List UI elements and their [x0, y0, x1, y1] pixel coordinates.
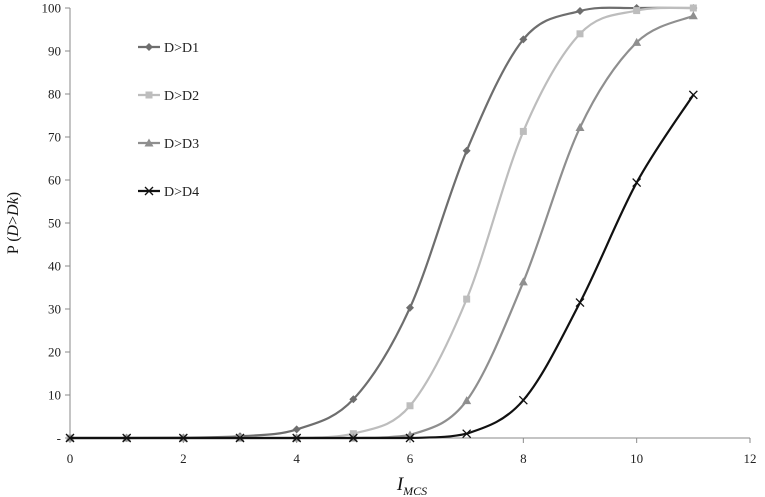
y-tick-label: 30 [48, 302, 61, 317]
x-marker-stroke [292, 433, 302, 443]
data-point [576, 30, 584, 38]
data-point [405, 433, 415, 443]
series-line [69, 14, 694, 440]
data-point [292, 425, 301, 434]
data-point [292, 433, 302, 443]
series-2 [66, 4, 697, 442]
legend-label: D>D1 [164, 41, 199, 56]
x-marker-stroke [235, 433, 245, 443]
axes: - 10 20 30 40 50 60 70 80 90 100 0 2 4 6 8 10 12 [42, 1, 757, 467]
data-point [462, 396, 472, 405]
data-point [689, 4, 697, 12]
data-point [633, 7, 641, 15]
legend-marker [144, 138, 154, 147]
x-tick-label: 0 [67, 451, 74, 466]
data-point [462, 429, 472, 439]
data-point [406, 303, 414, 312]
legend-marker [145, 43, 153, 51]
y-tick-label: 70 [48, 130, 61, 145]
y-tick-label: 90 [48, 44, 61, 59]
data-point [519, 35, 528, 44]
y-tick-label: 10 [48, 388, 61, 403]
x-tick-label: 4 [293, 451, 300, 466]
data-point [349, 395, 358, 404]
data-point [235, 433, 245, 443]
y-tick-label: 40 [48, 259, 61, 274]
series-4 [65, 90, 698, 443]
legend: D>D1 D>D2 D>D3 D>D4 [138, 41, 199, 200]
legend-item: D>D1 [138, 41, 199, 56]
x-marker-stroke [462, 429, 472, 439]
x-tick-label: 10 [630, 451, 643, 466]
data-point [518, 277, 528, 286]
x-tick-label: 8 [520, 451, 527, 466]
y-tick-label: - [57, 431, 61, 446]
data-point [576, 7, 584, 16]
data-point [575, 123, 585, 132]
data-point [462, 146, 471, 155]
legend-label: D>D3 [164, 137, 199, 152]
x-tick-label: 6 [407, 451, 414, 466]
legend-marker [145, 91, 153, 99]
x-marker-stroke [348, 433, 358, 443]
x-axis-title: IMCS [396, 474, 427, 497]
legend-label: D>D2 [164, 89, 199, 104]
data-point [122, 433, 132, 443]
series-line [69, 6, 694, 440]
x-marker-stroke [144, 186, 154, 196]
x-marker-stroke [122, 433, 132, 443]
y-tick-label: 20 [48, 345, 61, 360]
x-marker-stroke [575, 298, 585, 308]
x-marker-stroke [65, 433, 75, 443]
data-point [518, 395, 528, 405]
x-tick-label: 2 [180, 451, 187, 466]
data-point [348, 433, 358, 443]
legend-marker [144, 186, 154, 196]
data-point [688, 11, 698, 20]
data-point [178, 433, 188, 443]
x-marker-stroke [632, 178, 642, 188]
series-1 [66, 4, 698, 442]
data-point [632, 178, 642, 188]
legend-item: D>D4 [138, 185, 199, 200]
y-tick-label: 80 [48, 87, 61, 102]
legend-label: D>D4 [164, 185, 199, 200]
series-3 [65, 11, 698, 442]
x-marker-stroke [178, 433, 188, 443]
series-line [69, 6, 694, 440]
y-tick-label: 50 [48, 216, 61, 231]
data-point [519, 127, 527, 135]
data-point [463, 295, 471, 303]
legend-item: D>D2 [138, 89, 199, 104]
x-marker-stroke [518, 395, 528, 405]
series-layer [65, 4, 698, 443]
data-point [65, 433, 75, 443]
y-axis-title: P (D>Dk) [5, 192, 22, 254]
data-point [406, 402, 414, 410]
x-marker-stroke [688, 90, 698, 100]
y-tick-label: 60 [48, 173, 61, 188]
data-point [688, 90, 698, 100]
x-marker-stroke [405, 433, 415, 443]
data-point [575, 298, 585, 308]
x-tick-label: 12 [744, 451, 757, 466]
y-tick-label: 100 [42, 1, 62, 16]
legend-item: D>D3 [138, 137, 199, 152]
data-point [632, 37, 642, 46]
